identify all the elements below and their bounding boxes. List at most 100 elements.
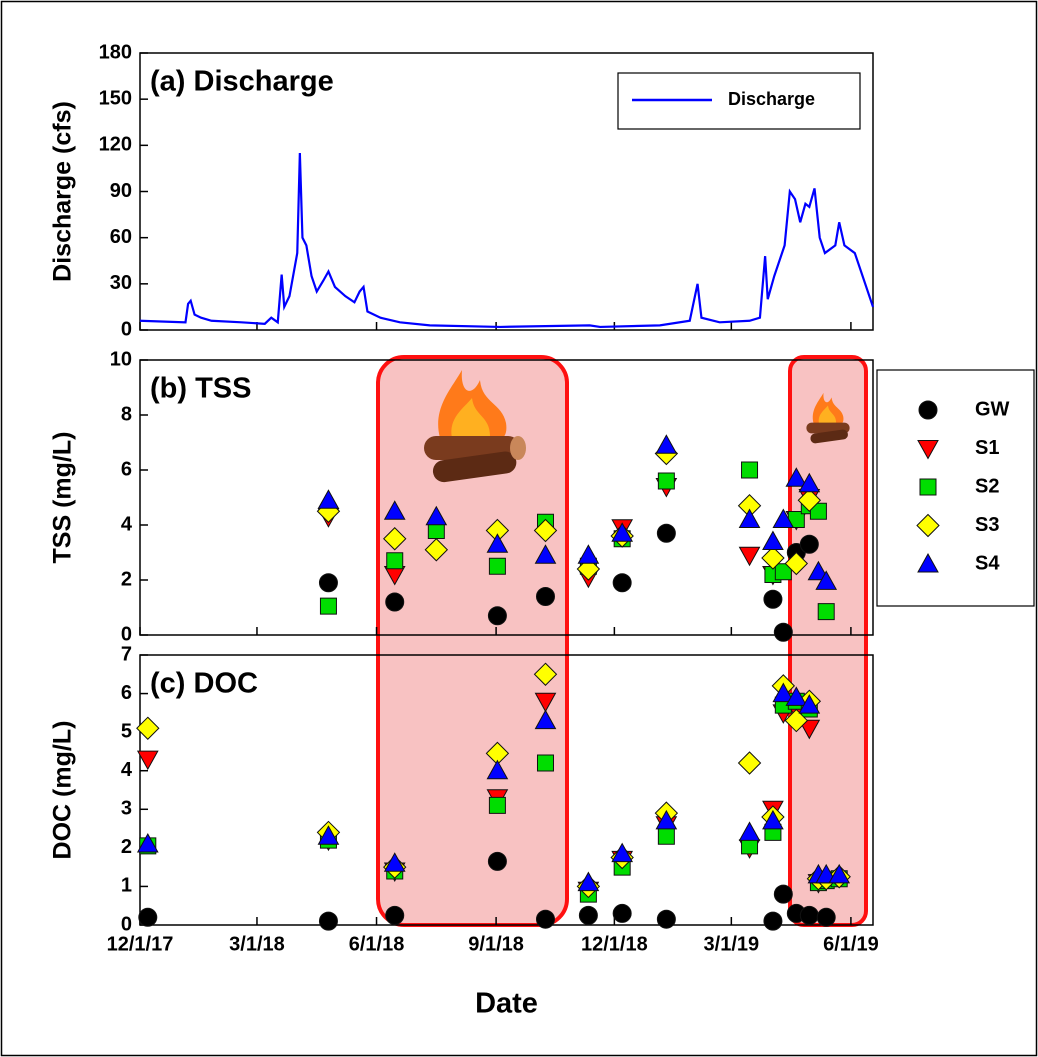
marker-triangle-up bbox=[785, 686, 808, 706]
marker-triangle-up bbox=[655, 809, 678, 830]
marker-square bbox=[488, 557, 506, 575]
y-tick-label: 0 bbox=[121, 913, 132, 935]
legend-label: S1 bbox=[975, 437, 999, 459]
x-tick-label: 3/1/19 bbox=[704, 933, 760, 955]
marker-circle bbox=[318, 911, 338, 931]
marker-square bbox=[536, 754, 554, 772]
fire-period-2 bbox=[788, 355, 868, 927]
y-tick-label: 7 bbox=[121, 643, 132, 665]
marker-circle bbox=[816, 907, 836, 927]
marker-triangle-up bbox=[425, 505, 448, 526]
x-tick-label: 6/1/18 bbox=[349, 933, 405, 955]
marker-triangle-up bbox=[807, 560, 830, 581]
y-tick-label: 0 bbox=[121, 318, 132, 340]
y-tick-label: 4 bbox=[121, 759, 133, 781]
y-tick-label: 4 bbox=[121, 513, 133, 535]
marker-circle bbox=[578, 905, 598, 925]
marker-circle bbox=[656, 909, 676, 929]
marker-triangle-up bbox=[772, 682, 795, 703]
marker-triangle-up bbox=[738, 821, 761, 841]
marker-triangle-up bbox=[762, 530, 784, 550]
marker-diamond bbox=[533, 662, 558, 686]
marker-triangle-up bbox=[762, 809, 784, 830]
marker-triangle-down bbox=[738, 546, 761, 567]
panel-title: (c) DOC bbox=[150, 668, 258, 700]
marker-triangle-up bbox=[317, 825, 340, 845]
marker-diamond bbox=[533, 518, 558, 543]
legend-marker bbox=[919, 478, 937, 496]
marker-square bbox=[657, 827, 675, 845]
legend-box bbox=[876, 369, 1035, 607]
marker-circle bbox=[535, 909, 555, 929]
y-tick-label: 2 bbox=[121, 836, 132, 858]
marker-diamond bbox=[784, 551, 809, 576]
y-axis-label: Discharge (cfs) bbox=[49, 101, 77, 282]
marker-diamond bbox=[737, 751, 762, 775]
marker-triangle-down bbox=[534, 692, 557, 713]
marker-circle bbox=[487, 606, 507, 626]
fire-regions bbox=[376, 355, 868, 927]
campfire-icon bbox=[424, 370, 526, 483]
legend-label: S4 bbox=[975, 552, 1000, 574]
y-tick-label: 2 bbox=[121, 568, 132, 590]
marker-circle bbox=[656, 523, 676, 543]
marker-square bbox=[741, 461, 759, 479]
marker-diamond bbox=[383, 527, 407, 551]
y-axis-label: DOC (mg/L) bbox=[49, 721, 77, 860]
marker-diamond bbox=[761, 546, 785, 570]
panel: 0 30 60 90 120 150 180 (a) Discharge Discharge (… bbox=[49, 41, 875, 340]
marker-diamond bbox=[797, 488, 822, 512]
marker-circle bbox=[535, 587, 555, 606]
marker-triangle-up bbox=[785, 467, 808, 487]
legend-label: Discharge bbox=[728, 89, 815, 109]
legend-marker bbox=[917, 552, 939, 573]
x-tick-label: 12/1/18 bbox=[581, 933, 648, 955]
marker-diamond bbox=[136, 716, 160, 740]
plot-frame bbox=[139, 654, 874, 926]
y-tick-label: 6 bbox=[121, 682, 132, 704]
marker-triangle-up bbox=[383, 500, 406, 520]
marker-square bbox=[657, 472, 675, 490]
marker-triangle-down bbox=[136, 750, 159, 771]
marker-triangle-up bbox=[655, 434, 678, 454]
marker-circle bbox=[138, 907, 158, 927]
marker-triangle-up bbox=[798, 694, 821, 714]
panel-title: (b) TSS bbox=[150, 373, 252, 405]
marker-circle bbox=[487, 851, 507, 871]
panel-title: (a) Discharge bbox=[150, 66, 334, 98]
y-tick-label: 180 bbox=[99, 41, 132, 63]
legend-label: S3 bbox=[975, 514, 999, 536]
marker-square bbox=[386, 552, 404, 570]
marker-circle bbox=[612, 573, 632, 593]
legend-marker bbox=[918, 400, 938, 420]
marker-circle bbox=[385, 592, 405, 612]
marker-triangle-up bbox=[317, 489, 340, 509]
y-tick-label: 0 bbox=[121, 623, 132, 645]
y-tick-label: 30 bbox=[110, 272, 132, 294]
y-tick-label: 1 bbox=[121, 875, 132, 897]
legend-marker bbox=[916, 513, 940, 538]
y-tick-label: 60 bbox=[110, 226, 132, 248]
marker-circle bbox=[773, 622, 793, 642]
legend-label: GW bbox=[975, 398, 1010, 420]
marker-triangle-up bbox=[815, 570, 838, 590]
marker-triangle-up bbox=[534, 544, 557, 564]
x-tick-label: 9/1/18 bbox=[468, 933, 524, 955]
y-tick-label: 120 bbox=[99, 134, 132, 156]
y-tick-label: 90 bbox=[110, 180, 132, 202]
legend: GW S1 S2 S3 S4 bbox=[876, 369, 1035, 607]
x-tick-label: 3/1/18 bbox=[229, 933, 285, 955]
marker-triangle-up bbox=[577, 544, 600, 564]
marker-diamond bbox=[424, 538, 449, 562]
marker-circle bbox=[763, 589, 783, 609]
marker-square bbox=[809, 502, 827, 520]
marker-triangle-up bbox=[577, 871, 600, 892]
marker-square bbox=[488, 796, 506, 814]
marker-triangle-up bbox=[383, 852, 406, 872]
y-tick-label: 3 bbox=[121, 798, 132, 820]
marker-triangle-up bbox=[534, 709, 557, 730]
marker-triangle-down bbox=[798, 719, 821, 740]
legend-marker bbox=[917, 440, 939, 460]
y-tick-label: 150 bbox=[99, 87, 132, 109]
